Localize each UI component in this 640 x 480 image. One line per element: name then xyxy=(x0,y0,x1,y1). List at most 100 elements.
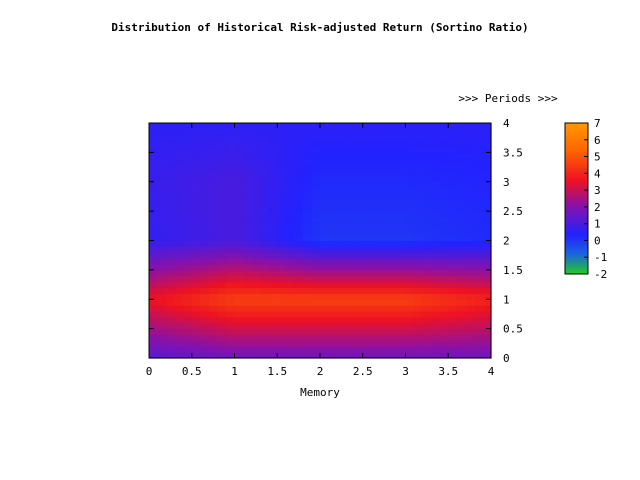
heatmap-cell xyxy=(422,158,432,165)
heatmap-cell xyxy=(362,258,372,265)
heatmap-cell xyxy=(422,140,432,148)
heatmap-cell xyxy=(473,134,484,142)
heatmap-cell xyxy=(277,293,287,300)
heatmap-cell xyxy=(183,140,193,148)
heatmap-cell xyxy=(225,222,236,230)
heatmap-cell xyxy=(396,246,407,253)
heatmap-cell xyxy=(251,275,261,283)
heatmap-cell xyxy=(157,281,167,289)
heatmap-cell xyxy=(183,205,193,212)
heatmap-cell xyxy=(294,193,304,200)
heatmap-cell xyxy=(439,340,449,347)
heatmap-cell xyxy=(183,269,193,277)
heatmap-cell xyxy=(234,328,244,336)
heatmap-cell xyxy=(260,328,270,336)
heatmap-cell xyxy=(260,123,270,130)
heatmap-cell xyxy=(191,316,201,324)
heatmap-cell xyxy=(320,311,330,318)
heatmap-cell xyxy=(200,269,210,277)
heatmap-cell xyxy=(268,193,278,200)
heatmap-cell xyxy=(320,299,330,306)
heatmap-cell xyxy=(157,228,167,236)
heatmap-cell xyxy=(354,311,364,318)
heatmap-cell xyxy=(439,258,449,265)
heatmap-cell xyxy=(268,293,278,300)
heatmap-cell xyxy=(234,228,244,236)
heatmap-cell xyxy=(277,252,287,259)
heatmap-cell xyxy=(371,258,381,265)
heatmap-cell xyxy=(396,311,407,318)
heatmap-cell xyxy=(388,170,398,177)
heatmap-cell xyxy=(217,258,227,265)
heatmap-cell xyxy=(439,269,449,277)
heatmap-cell xyxy=(157,211,167,218)
heatmap-cell xyxy=(328,164,338,171)
heatmap-cell xyxy=(277,234,287,242)
heatmap-cell xyxy=(200,281,210,289)
heatmap-cell xyxy=(405,134,415,142)
heatmap-cell xyxy=(414,228,424,236)
heatmap-cell xyxy=(191,128,201,136)
heatmap-cell xyxy=(311,293,321,300)
heatmap-cell xyxy=(371,222,381,230)
heatmap-cell xyxy=(345,287,355,294)
heatmap-cell xyxy=(328,352,338,359)
heatmap-cell xyxy=(456,146,466,153)
heatmap-cell xyxy=(448,123,458,130)
heatmap-cell xyxy=(473,281,484,289)
heatmap-cell xyxy=(482,234,492,242)
heatmap-cell xyxy=(285,328,295,336)
heatmap-cell xyxy=(431,305,441,312)
heatmap-cell xyxy=(473,240,484,247)
heatmap-cell xyxy=(174,152,184,159)
heatmap-cell xyxy=(166,305,176,312)
heatmap-cell xyxy=(379,152,389,159)
heatmap-cell xyxy=(149,340,159,347)
heatmap-cell xyxy=(456,199,466,206)
heatmap-cell xyxy=(405,140,415,148)
heatmap-cell xyxy=(191,240,201,247)
heatmap-cell xyxy=(191,234,201,242)
heatmap-cell xyxy=(208,187,218,195)
heatmap-cell xyxy=(277,123,287,130)
heatmap-cell xyxy=(174,305,184,312)
heatmap-cell xyxy=(405,158,415,165)
heatmap-cell xyxy=(277,128,287,136)
heatmap-cell xyxy=(174,170,184,177)
heatmap-cell xyxy=(260,234,270,242)
heatmap-cell xyxy=(191,175,201,183)
heatmap-cell xyxy=(217,175,227,183)
heatmap-cell xyxy=(362,134,372,142)
heatmap-cell xyxy=(422,217,432,224)
heatmap-cell xyxy=(328,123,338,130)
heatmap-cell xyxy=(354,158,364,165)
heatmap-cell xyxy=(157,170,167,177)
heatmap-cell xyxy=(285,175,295,183)
heatmap-cell xyxy=(311,316,321,324)
heatmap-cell xyxy=(285,140,295,148)
heatmap-cell xyxy=(337,128,347,136)
heatmap-cell xyxy=(448,158,458,165)
heatmap-cell xyxy=(268,205,278,212)
heatmap-cell xyxy=(337,140,347,148)
heatmap-cell xyxy=(149,264,159,271)
heatmap-cell xyxy=(200,193,210,200)
heatmap-cell xyxy=(285,293,295,300)
heatmap-cell xyxy=(183,211,193,218)
heatmap-cell xyxy=(328,299,338,306)
heatmap-cell xyxy=(294,199,304,206)
heatmap-cell xyxy=(217,146,227,153)
heatmap-cell xyxy=(208,199,218,206)
heatmap-cell xyxy=(354,222,364,230)
heatmap-cell xyxy=(345,258,355,265)
heatmap-cell xyxy=(149,175,159,183)
heatmap-cell xyxy=(268,211,278,218)
heatmap-cell xyxy=(302,352,313,359)
heatmap-cell xyxy=(217,311,227,318)
heatmap-cell xyxy=(285,299,295,306)
heatmap-cell xyxy=(251,328,261,336)
heatmap-cell xyxy=(260,240,270,247)
heatmap-cell xyxy=(328,234,338,242)
heatmap-cell xyxy=(311,287,321,294)
heatmap-cell xyxy=(200,346,210,353)
